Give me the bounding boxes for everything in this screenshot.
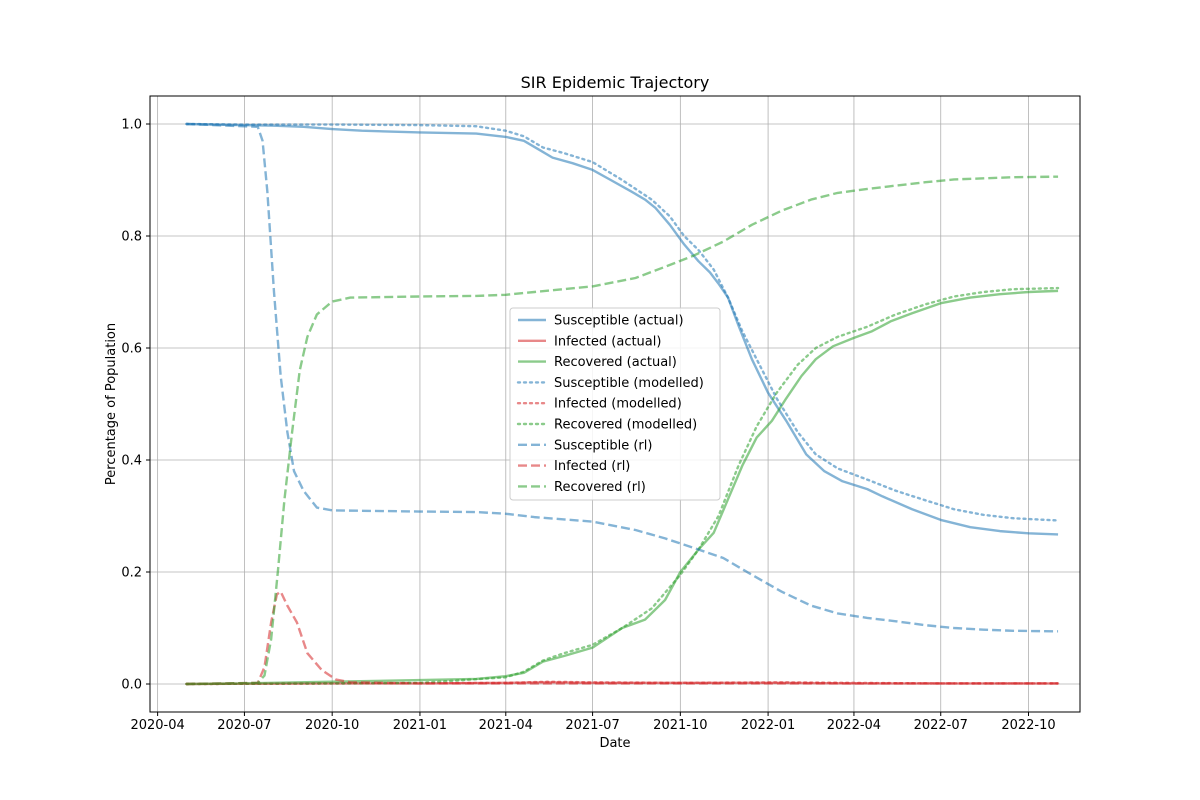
- series-lines: [185, 122, 1060, 686]
- legend-box: [509, 307, 721, 501]
- chart-title: SIR Epidemic Trajectory: [521, 73, 710, 92]
- x-tick-label: 2021-07: [565, 718, 619, 733]
- y-tick-label: 0.6: [121, 342, 142, 357]
- x-axis-ticks: 2020-04 2020-07 2020-10 2021-01 2021-04 2021-…: [130, 712, 1056, 733]
- y-tick-label: 0.2: [121, 566, 142, 581]
- legend-entry-label: Infected (rl): [554, 459, 630, 474]
- legend-entry-label: Susceptible (modelled): [554, 376, 704, 391]
- legend-entry-label: Recovered (rl): [554, 480, 646, 495]
- legend-entry-label: Infected (actual): [554, 334, 661, 349]
- y-tick-label: 1.0: [121, 118, 142, 133]
- y-tick-label: 0.8: [121, 230, 142, 245]
- x-tick-label: 2022-10: [1001, 718, 1055, 733]
- legend: Susceptible (actual) Infected (actual) Rec…: [509, 307, 721, 501]
- x-tick-label: 2020-07: [217, 718, 271, 733]
- y-tick-label: 0.4: [121, 454, 142, 469]
- legend-entry-label: Recovered (actual): [554, 355, 677, 370]
- plot-frame: [149, 95, 1081, 713]
- x-tick-label: 2021-04: [479, 718, 533, 733]
- y-axis-label: Percentage of Population: [104, 323, 119, 485]
- y-axis-ticks: 0.0 0.2 0.4 0.6 0.8 1.0: [121, 118, 150, 693]
- x-tick-label: 2022-04: [827, 718, 881, 733]
- legend-entry-label: Infected (modelled): [554, 397, 682, 412]
- x-tick-label: 2022-01: [741, 718, 795, 733]
- legend-entry-label: Susceptible (rl): [554, 438, 652, 453]
- series-line-susceptible-modelled: [185, 122, 1060, 522]
- series-line-recovered-rl: [186, 175, 1059, 686]
- series-line-infected-rl: [186, 590, 1059, 686]
- series-line-susceptible-actual: [186, 122, 1059, 536]
- y-tick-label: 0.0: [121, 678, 142, 693]
- legend-entry-label: Susceptible (actual): [554, 314, 684, 329]
- x-tick-label: 2020-04: [130, 718, 184, 733]
- series-line-recovered-modelled: [185, 286, 1060, 686]
- series-line-susceptible-rl: [186, 122, 1059, 633]
- legend-entry-label: Recovered (modelled): [554, 418, 697, 433]
- x-tick-label: 2022-07: [914, 718, 968, 733]
- x-tick-label: 2020-10: [305, 718, 359, 733]
- x-tick-label: 2021-01: [393, 718, 447, 733]
- x-tick-label: 2021-10: [653, 718, 707, 733]
- x-axis-label: Date: [599, 736, 630, 751]
